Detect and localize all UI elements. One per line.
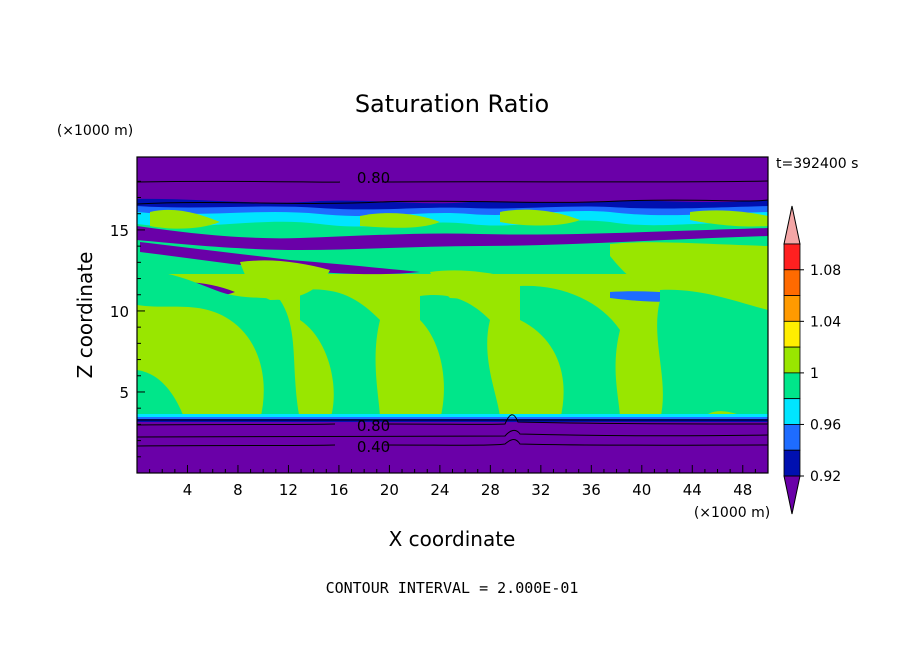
x-axis: 4 8 12 16 20 24 28 32 36 40 44 48 bbox=[149, 465, 756, 499]
contour-line bbox=[137, 414, 768, 426]
x-tick-label: 8 bbox=[233, 481, 243, 499]
x-tick-label: 36 bbox=[582, 481, 601, 499]
x-tick-label: 40 bbox=[632, 481, 651, 499]
contour-label-text: 0.40 bbox=[357, 438, 390, 456]
colorbar-swatch bbox=[783, 346, 801, 374]
contour-label: 0.80 bbox=[357, 417, 390, 435]
colorbar-label: 0.96 bbox=[810, 417, 841, 433]
contour-line bbox=[137, 439, 768, 447]
colorbar-top-arrow bbox=[783, 205, 801, 245]
layer-lower-dry bbox=[137, 420, 768, 473]
moist-plume bbox=[300, 289, 380, 420]
x-tick-label: 28 bbox=[481, 481, 500, 499]
colorbar-label: 1.08 bbox=[810, 263, 841, 279]
colorbar-swatch bbox=[783, 398, 801, 425]
contour-label-text: 0.80 bbox=[357, 169, 390, 187]
colorbar-swatch bbox=[783, 243, 801, 271]
x-tick-label: 48 bbox=[733, 481, 752, 499]
contour-label: 0.80 bbox=[357, 169, 390, 187]
x-tick-label: 4 bbox=[183, 481, 193, 499]
green-block bbox=[610, 242, 768, 290]
contour-line bbox=[137, 429, 768, 438]
contour-label-text: 0.80 bbox=[357, 417, 390, 435]
y-tick-label: 15 bbox=[110, 222, 129, 240]
purple-streak bbox=[137, 226, 768, 250]
chart-title: Saturation Ratio bbox=[355, 90, 549, 118]
moist-plume bbox=[137, 370, 185, 420]
y-axis: 5 10 15 bbox=[110, 180, 145, 458]
plot-area bbox=[137, 157, 768, 473]
contour-line bbox=[137, 199, 768, 205]
moist-plume bbox=[657, 289, 768, 420]
upper-green-patch bbox=[500, 209, 580, 226]
x-tick-label: 12 bbox=[279, 481, 298, 499]
contour-labels: 0.80 0.80 0.40 bbox=[357, 169, 390, 456]
green-block bbox=[430, 270, 520, 299]
x-axis-title: X coordinate bbox=[389, 527, 516, 551]
y-units-label: (×1000 m) bbox=[57, 123, 133, 139]
x-tick-label: 16 bbox=[329, 481, 348, 499]
x-units-label: (×1000 m) bbox=[694, 505, 770, 521]
colorbar-bottom-arrow bbox=[783, 475, 801, 515]
colorbar-label: 1 bbox=[810, 366, 819, 382]
contour-line bbox=[137, 180, 768, 183]
layer-upper-dry bbox=[137, 157, 768, 204]
colorbar-swatch bbox=[783, 269, 801, 296]
y-tick-label: 5 bbox=[119, 384, 129, 402]
y-tick-label: 10 bbox=[110, 303, 129, 321]
moist-plume bbox=[137, 271, 300, 420]
colorbar-label: 1.04 bbox=[810, 314, 841, 330]
time-label: t=392400 s bbox=[776, 156, 858, 172]
colorbar-swatch bbox=[783, 295, 801, 322]
x-tick-label: 24 bbox=[430, 481, 449, 499]
upper-green-patch bbox=[150, 209, 220, 229]
colorbar: 1.08 1.04 1 0.96 0.92 bbox=[783, 205, 841, 515]
x-tick-label: 20 bbox=[380, 481, 399, 499]
x-tick-label: 32 bbox=[531, 481, 550, 499]
colorbar-swatch bbox=[783, 320, 801, 348]
contour-label: 0.40 bbox=[357, 438, 390, 456]
colorbar-swatch bbox=[783, 424, 801, 451]
purple-streak bbox=[140, 242, 420, 275]
contour-line bbox=[137, 419, 768, 421]
moist-plume bbox=[520, 285, 620, 420]
colorbar-swatch bbox=[783, 449, 801, 477]
moist-plume bbox=[420, 295, 500, 420]
x-tick-label: 44 bbox=[683, 481, 702, 499]
colorbar-label: 0.92 bbox=[810, 469, 841, 485]
green-block bbox=[240, 260, 330, 300]
upper-green-patch bbox=[360, 213, 440, 228]
contour-interval-note: CONTOUR INTERVAL = 2.000E-01 bbox=[326, 579, 579, 597]
colorbar-swatch bbox=[783, 372, 801, 400]
upper-green-patch bbox=[690, 210, 768, 227]
y-axis-title: Z coordinate bbox=[73, 252, 97, 379]
